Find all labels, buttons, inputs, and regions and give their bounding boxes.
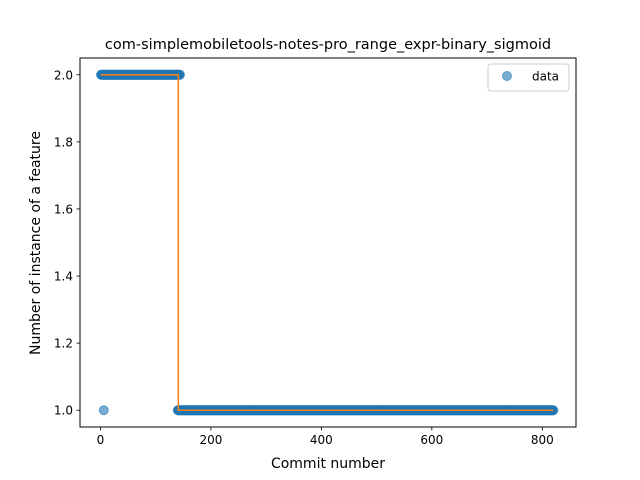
x-axis: 0 200 400 600 800 bbox=[97, 427, 554, 447]
data-point bbox=[98, 405, 109, 416]
y-axis-label: Number of instance of a feature bbox=[28, 131, 44, 355]
chart-title: com-simplemobiletools-notes-pro_range_ex… bbox=[105, 37, 551, 53]
x-tick-label: 200 bbox=[199, 433, 222, 447]
x-axis-label: Commit number bbox=[271, 456, 385, 472]
x-tick-label: 400 bbox=[310, 433, 333, 447]
x-tick-label: 800 bbox=[531, 433, 554, 447]
legend-box bbox=[487, 63, 570, 92]
axes-frame bbox=[79, 57, 577, 428]
legend: data bbox=[487, 63, 570, 92]
fit-line bbox=[100, 74, 554, 411]
y-tick-label: 2.0 bbox=[54, 68, 73, 82]
x-tick-label: 0 bbox=[97, 433, 105, 447]
plot-area bbox=[95, 69, 559, 416]
y-axis: 1.0 1.2 1.4 1.6 1.8 2.0 bbox=[54, 68, 80, 418]
y-tick-label: 1.8 bbox=[54, 135, 73, 149]
y-tick-label: 1.6 bbox=[54, 202, 73, 216]
x-tick-label: 600 bbox=[420, 433, 443, 447]
y-tick-label: 1.4 bbox=[54, 270, 73, 284]
y-tick-label: 1.2 bbox=[54, 337, 73, 351]
legend-label: data bbox=[532, 70, 559, 84]
legend-marker bbox=[502, 71, 512, 81]
y-tick-label: 1.0 bbox=[54, 404, 73, 418]
